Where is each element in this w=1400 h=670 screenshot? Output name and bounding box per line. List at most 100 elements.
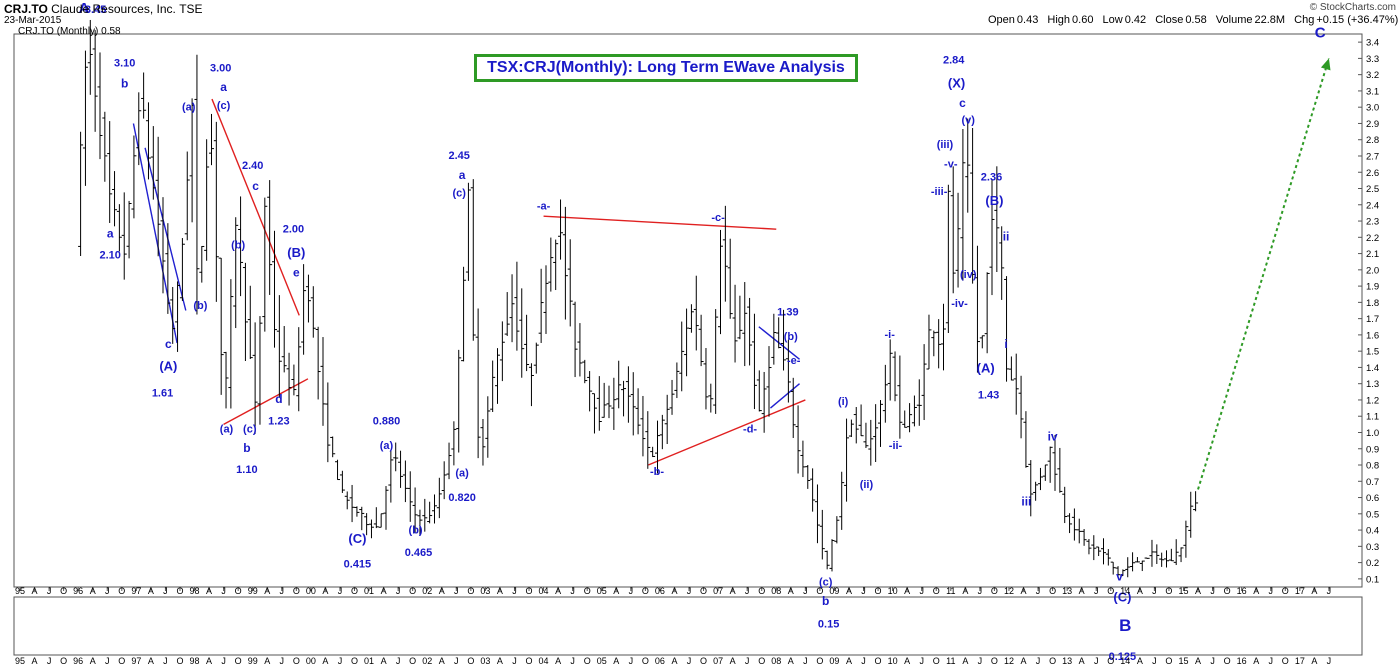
wave-label: (c): [243, 423, 257, 435]
wave-label: a: [107, 226, 114, 240]
x-tick-label: 02: [422, 586, 432, 596]
wave-label: (b): [784, 331, 798, 343]
x-tick-label: O: [293, 656, 300, 666]
wave-label: iii: [1021, 495, 1031, 509]
y-tick-label: 0.4: [1366, 526, 1379, 537]
x-tick-label: O: [584, 586, 591, 596]
wave-label: (ii): [860, 479, 874, 491]
wave-label: 0.15: [818, 619, 839, 631]
x-tick-label: J: [454, 656, 459, 666]
blue-trendline: [144, 147, 187, 311]
x-tick-label: 98: [190, 586, 200, 596]
wave-label: (C): [1113, 590, 1131, 605]
x-tick-label: J: [629, 586, 634, 596]
x-tick-label: J: [1268, 586, 1273, 596]
ohlc-bars: [78, 19, 1199, 578]
x-tick-label: O: [526, 656, 533, 666]
x-tick-label: O: [118, 656, 125, 666]
wave-label: 2.10: [99, 249, 120, 261]
x-tick-label: 09: [829, 586, 839, 596]
x-tick-label: J: [687, 656, 692, 666]
x-tick-label: A: [1195, 586, 1201, 596]
y-tick-label: 0.2: [1366, 558, 1379, 569]
x-tick-label: 17: [1295, 586, 1305, 596]
x-tick-label: J: [1210, 586, 1215, 596]
volume-label: Volume: [1215, 14, 1253, 26]
x-tick-label: A: [671, 586, 677, 596]
x-tick-label: O: [351, 586, 358, 596]
x-tick-label: J: [570, 656, 575, 666]
x-tick-label: 00: [306, 656, 316, 666]
x-tick-label: O: [700, 586, 707, 596]
x-tick-label: A: [1137, 656, 1143, 666]
wave-label: i: [1004, 337, 1007, 351]
open-value: 0.43: [1016, 14, 1039, 26]
x-tick-label: 95: [15, 586, 25, 596]
x-tick-label: 14: [1120, 656, 1130, 666]
wave-label: 1.43: [978, 389, 999, 401]
wave-label: (A): [159, 359, 177, 374]
x-tick-label: J: [338, 656, 343, 666]
x-tick-label: J: [629, 656, 634, 666]
x-tick-label: A: [32, 656, 38, 666]
x-tick-label: O: [875, 586, 882, 596]
wave-label: 3.45: [85, 4, 106, 16]
wave-label: -iv-: [951, 298, 968, 310]
y-tick-label: 1.8: [1366, 298, 1379, 309]
x-tick-label: 06: [655, 656, 665, 666]
x-tick-label: J: [105, 586, 110, 596]
x-tick-label: J: [978, 656, 983, 666]
x-tick-label: A: [1020, 656, 1026, 666]
x-tick-label: J: [745, 586, 750, 596]
x-tick-label: A: [1253, 586, 1259, 596]
x-tick-label: 01: [364, 586, 374, 596]
x-tick-label: A: [264, 586, 270, 596]
y-tick-label: 1.3: [1366, 379, 1379, 390]
x-tick-label: O: [933, 656, 940, 666]
wave-label: 1.39: [777, 306, 798, 318]
wave-label: c: [959, 96, 966, 110]
x-tick-label: J: [1094, 656, 1099, 666]
wave-label: v: [1116, 569, 1123, 583]
x-tick-label: 08: [771, 656, 781, 666]
wave-label: 0.415: [344, 558, 372, 570]
y-tick-label: 3.2: [1366, 70, 1379, 81]
x-tick-label: J: [280, 586, 285, 596]
x-tick-label: A: [206, 656, 212, 666]
x-tick-label: 11: [946, 656, 955, 666]
wave-label: A: [79, 0, 90, 17]
x-tick-label: 02: [422, 656, 432, 666]
y-tick-label: 1.9: [1366, 282, 1379, 293]
x-tick-label: 96: [73, 656, 83, 666]
y-tick-label: 1.5: [1366, 347, 1379, 358]
x-tick-label: 11: [946, 586, 955, 596]
projection-line: [1197, 58, 1331, 490]
x-tick-label: 95: [15, 656, 25, 666]
x-tick-label: A: [1079, 586, 1085, 596]
wave-label: (A): [977, 360, 995, 375]
wave-label: -c-: [711, 212, 725, 224]
x-tick-label: 00: [306, 586, 316, 596]
x-tick-label: J: [1327, 586, 1332, 596]
wave-label: (i): [838, 396, 849, 408]
x-tick-label: 16: [1237, 656, 1247, 666]
x-tick-label: O: [409, 656, 416, 666]
x-tick-label: A: [206, 586, 212, 596]
header-line: CRJ.TO Claude Resources, Inc. TSE: [4, 2, 203, 16]
wave-label: (B): [985, 193, 1003, 208]
x-tick-label: A: [1195, 656, 1201, 666]
y-tick-label: 2.9: [1366, 119, 1379, 130]
x-tick-label: O: [642, 586, 649, 596]
x-tick-label: 01: [364, 656, 374, 666]
y-tick-label: 3.0: [1366, 103, 1379, 114]
wave-label: c: [165, 337, 172, 351]
open-label: Open: [988, 14, 1015, 26]
x-tick-label: 04: [539, 656, 549, 666]
x-tick-label: J: [47, 656, 52, 666]
wave-label: iv: [1048, 430, 1058, 444]
x-tick-label: 13: [1062, 586, 1072, 596]
volume-panel-frame: [13, 596, 1363, 656]
x-tick-label: J: [163, 586, 168, 596]
x-tick-label: 96: [73, 586, 83, 596]
